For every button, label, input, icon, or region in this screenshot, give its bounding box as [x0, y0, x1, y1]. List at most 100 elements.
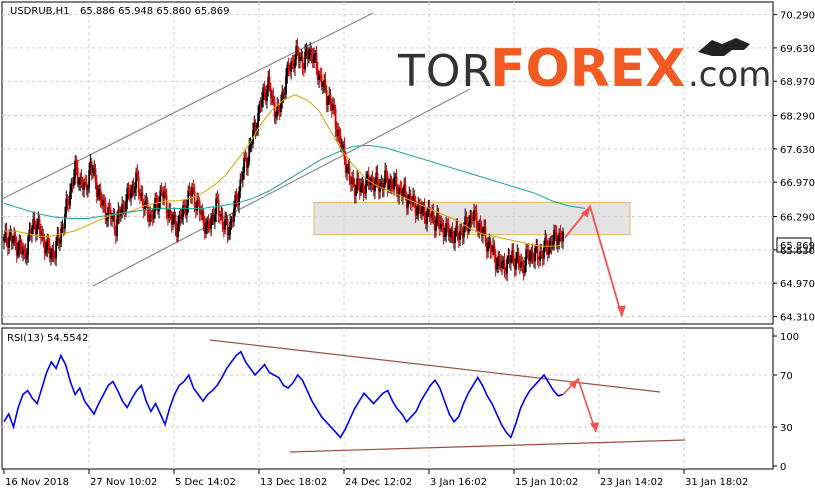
candle-body	[66, 198, 69, 203]
candle-body	[102, 199, 104, 206]
candle-body	[81, 183, 84, 190]
candle-body	[473, 210, 475, 221]
candle-body	[513, 261, 516, 270]
candle-body	[65, 198, 68, 214]
candle-body	[499, 262, 502, 269]
candle-body	[526, 249, 529, 252]
candle-body	[144, 202, 146, 211]
candle-body	[220, 214, 223, 217]
candle-body	[281, 91, 284, 103]
candle-body	[530, 251, 533, 256]
candle-body	[186, 205, 188, 216]
candle-body	[450, 230, 453, 236]
candle-body	[330, 103, 333, 111]
candle-body	[179, 214, 182, 220]
candle-body	[147, 213, 150, 222]
candle-body	[155, 197, 158, 203]
candle-body	[306, 49, 309, 59]
candle-body	[286, 64, 289, 76]
candle-body	[399, 187, 402, 189]
candle-body	[178, 214, 181, 224]
candle-body	[329, 94, 332, 104]
candle-body	[60, 228, 63, 242]
svg-text:TOR: TOR	[397, 46, 493, 97]
candle-body	[248, 145, 251, 162]
candle-body	[207, 220, 210, 227]
candle-body	[165, 195, 168, 214]
candle-body	[25, 254, 28, 260]
current-price-tag	[776, 237, 812, 253]
candle-body	[133, 188, 136, 193]
candle-body	[482, 229, 484, 236]
candle-body	[99, 189, 102, 201]
candle-body	[173, 215, 176, 220]
candle-body	[440, 223, 442, 229]
candle-body	[38, 219, 41, 231]
candle-body	[489, 241, 492, 252]
candle-body	[70, 183, 73, 192]
candle-body	[14, 235, 17, 243]
candle-body	[113, 215, 116, 230]
candle-body	[342, 144, 345, 146]
candle-body	[222, 225, 225, 230]
candle-body	[389, 180, 392, 187]
candle-body	[97, 193, 99, 197]
candle-body	[380, 182, 383, 186]
y-tick-label: 66.290	[780, 213, 815, 224]
candle-body	[537, 259, 540, 261]
candle-body	[24, 251, 27, 260]
candle-body	[112, 215, 115, 217]
candle-body	[139, 192, 141, 197]
candle-body	[203, 222, 206, 234]
rsi-projection	[562, 377, 599, 433]
candle-body	[498, 256, 501, 263]
candle-body	[292, 62, 295, 69]
candle-body	[216, 198, 219, 201]
candle-body	[71, 183, 74, 186]
x-tick-label: 13 Dec 18:02	[260, 477, 327, 488]
candle-body	[244, 157, 247, 159]
candle-body	[182, 205, 185, 218]
candle-body	[346, 167, 348, 173]
candle-body	[276, 105, 279, 117]
candle-body	[192, 187, 195, 191]
rsi-line	[3, 350, 564, 439]
candle-body	[370, 177, 373, 185]
candle-body	[69, 191, 71, 206]
candle-body	[19, 240, 22, 247]
candle-body	[516, 252, 519, 260]
candle-body	[497, 256, 500, 266]
y-tick-label: 67.630	[780, 145, 815, 156]
candle-body	[131, 185, 134, 191]
candle-body	[398, 187, 401, 197]
candle-body	[353, 183, 356, 196]
price-projection	[564, 204, 626, 317]
candle-body	[184, 207, 187, 216]
candle-body	[130, 190, 132, 199]
candle-body	[127, 188, 130, 193]
candle-body	[45, 249, 47, 254]
candle-body	[436, 213, 439, 223]
ma-orange-line	[4, 94, 564, 247]
candle-body	[8, 236, 10, 248]
candle-body	[449, 235, 451, 237]
candle-body	[441, 223, 444, 226]
candle-body	[395, 176, 398, 192]
candle-body	[455, 225, 458, 232]
candle-body	[402, 191, 404, 197]
candle-body	[151, 214, 154, 220]
arrow-up-icon	[581, 206, 590, 218]
candle-body	[245, 158, 248, 169]
candle-body	[446, 222, 449, 225]
candle-body	[311, 55, 314, 63]
candle-body	[422, 205, 425, 209]
candle-body	[504, 273, 507, 275]
x-tick-label: 27 Nov 10:02	[90, 477, 157, 488]
candle-body	[407, 200, 409, 208]
candle-body	[253, 122, 256, 131]
candle-body	[550, 241, 553, 248]
candle-body	[243, 157, 246, 173]
candle-body	[107, 207, 110, 220]
candle-body	[464, 216, 467, 229]
candle-body	[492, 245, 495, 252]
